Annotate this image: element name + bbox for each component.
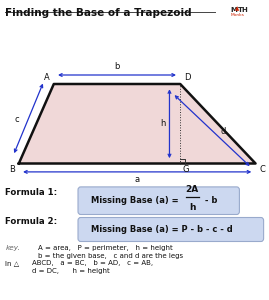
Text: b = the given base,   c and d are the legs: b = the given base, c and d are the legs xyxy=(38,253,183,259)
Text: A: A xyxy=(44,73,50,82)
Text: A = area,   P = perimeter,   h = height: A = area, P = perimeter, h = height xyxy=(38,245,172,251)
Text: M: M xyxy=(230,7,237,13)
Text: Formula 1:: Formula 1: xyxy=(5,188,58,197)
Text: a: a xyxy=(134,176,140,184)
Polygon shape xyxy=(19,84,256,164)
Text: In △: In △ xyxy=(5,260,20,266)
Text: D: D xyxy=(184,73,191,82)
FancyBboxPatch shape xyxy=(78,218,264,242)
Text: Formula 2:: Formula 2: xyxy=(5,217,58,226)
Text: ▲: ▲ xyxy=(235,7,239,12)
Text: Monks: Monks xyxy=(231,13,245,16)
Text: TH: TH xyxy=(238,7,249,13)
Text: h: h xyxy=(160,119,165,128)
Text: c: c xyxy=(15,115,19,124)
Text: B: B xyxy=(9,165,15,174)
Text: d = DC,      h = height: d = DC, h = height xyxy=(32,268,110,274)
Text: key.: key. xyxy=(5,245,20,251)
Text: 2A: 2A xyxy=(186,184,199,194)
Text: - b: - b xyxy=(202,196,217,205)
Text: d: d xyxy=(221,127,226,136)
Text: b: b xyxy=(114,62,120,71)
Text: G: G xyxy=(183,165,189,174)
FancyBboxPatch shape xyxy=(78,187,239,214)
Text: C: C xyxy=(260,165,266,174)
Text: Missing Base (a) = P - b - c - d: Missing Base (a) = P - b - c - d xyxy=(91,225,233,234)
Text: Missing Base (a) =: Missing Base (a) = xyxy=(91,196,182,205)
Text: Finding the Base of a Trapezoid: Finding the Base of a Trapezoid xyxy=(5,8,192,17)
Text: h: h xyxy=(189,203,196,212)
Text: ABCD,   a = BC,   b = AD,   c = AB,: ABCD, a = BC, b = AD, c = AB, xyxy=(32,260,153,266)
